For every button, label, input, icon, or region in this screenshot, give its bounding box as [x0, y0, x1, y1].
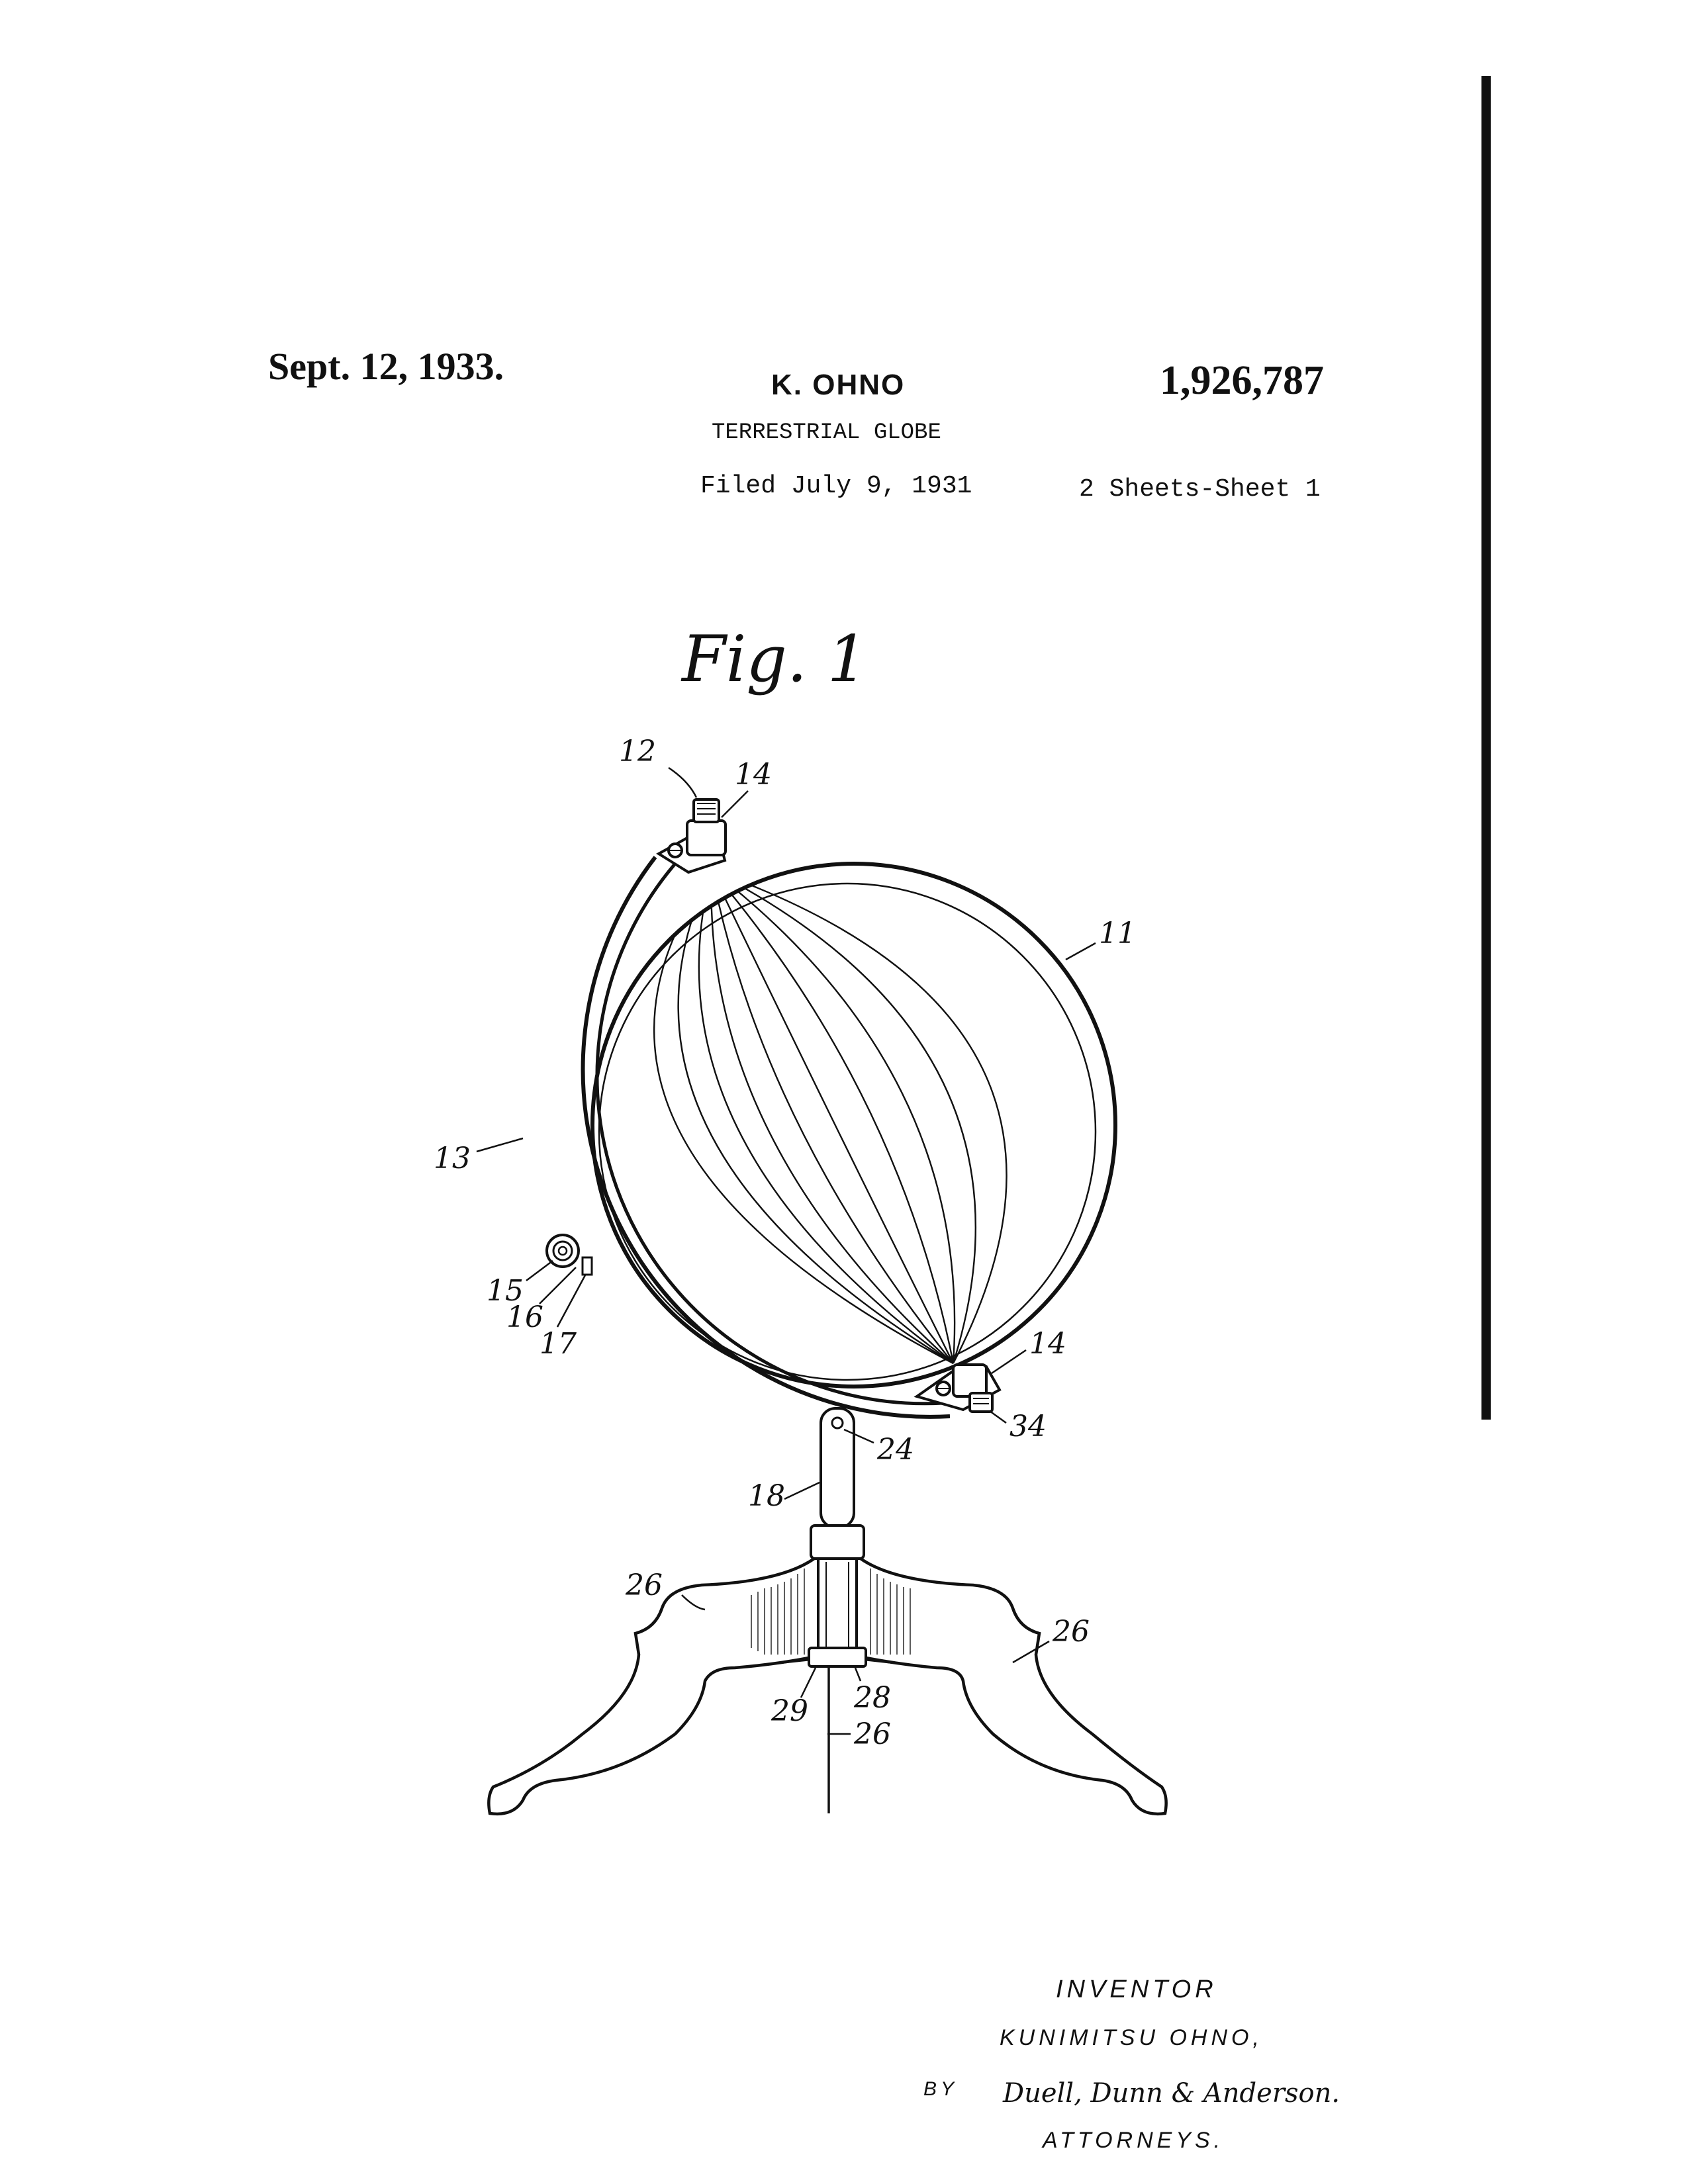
meridian-ring-inner — [595, 862, 944, 1406]
globe-inner-rim — [598, 882, 1097, 1381]
attorneys-signature: Duell, Dunn & Anderson. — [1003, 2078, 1340, 2109]
top-pivot — [656, 798, 727, 874]
ref-16: 16 — [506, 1300, 543, 1334]
ref-26-left: 26 — [626, 1569, 663, 1602]
ref-17: 17 — [539, 1327, 577, 1361]
leader-lines — [476, 766, 1096, 1735]
ref-14-top: 14 — [735, 758, 772, 792]
margin-rule — [1481, 76, 1491, 1420]
support-stem — [808, 1407, 867, 1668]
patent-title: TERRESTRIAL GLOBE — [712, 420, 941, 445]
by-label: BY — [923, 2078, 959, 2100]
filed-date: Filed July 9, 1931 — [700, 472, 972, 500]
patent-date: Sept. 12, 1933. — [268, 345, 504, 388]
inventor-short: K. OHNO — [771, 369, 906, 401]
bottom-pivot — [914, 1363, 1002, 1413]
ref-14-bottom: 14 — [1029, 1327, 1066, 1361]
figure-caption: Fig. 1 — [682, 622, 868, 696]
meridian-ring — [581, 856, 951, 1419]
base-shading — [751, 1569, 911, 1655]
globe-sphere — [590, 862, 1117, 1388]
globe-gores — [653, 869, 1008, 1365]
attorneys-heading: ATTORNEYS. — [1043, 2128, 1225, 2153]
ref-13: 13 — [434, 1142, 471, 1175]
ref-11: 11 — [1099, 917, 1136, 950]
ref-15: 15 — [487, 1274, 524, 1308]
tripod-base — [487, 1557, 1168, 1816]
sheet-count: 2 Sheets-Sheet 1 — [1079, 475, 1321, 504]
ref-26-right: 26 — [1053, 1615, 1090, 1649]
inventor-heading: INVENTOR — [1056, 1976, 1217, 2003]
ref-18: 18 — [748, 1479, 785, 1513]
ref-28: 28 — [854, 1681, 891, 1715]
ref-34: 34 — [1009, 1410, 1047, 1443]
meridian-knob — [545, 1234, 593, 1276]
ref-26-rod: 26 — [854, 1717, 891, 1751]
ref-29: 29 — [771, 1694, 808, 1728]
ref-24: 24 — [877, 1433, 914, 1467]
inventor-name: KUNIMITSU OHNO, — [1000, 2025, 1263, 2050]
ref-12: 12 — [619, 735, 656, 768]
patent-number: 1,926,787 — [1160, 358, 1324, 403]
